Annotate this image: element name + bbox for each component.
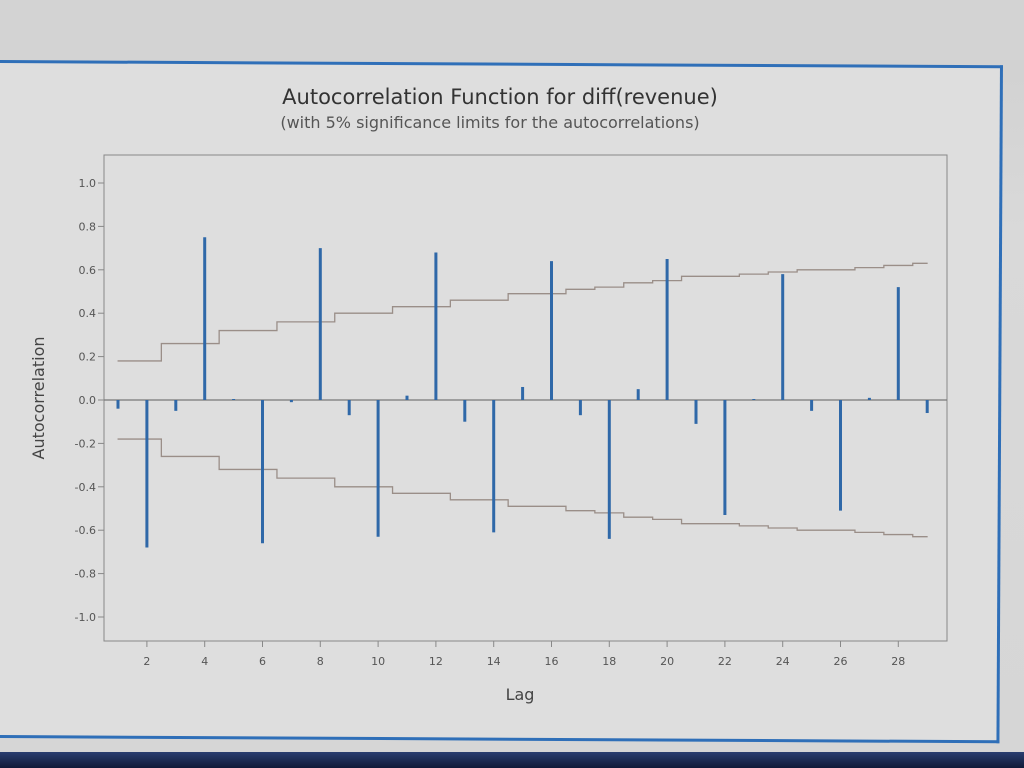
upper-significance-limit — [117, 262, 928, 362]
y-tick-label: 1.0 — [79, 177, 97, 190]
taskbar-edge — [0, 752, 1024, 768]
x-tick-label: 12 — [429, 655, 443, 668]
x-tick-label: 20 — [660, 655, 674, 668]
x-tick-label: 14 — [487, 655, 501, 668]
y-tick-label: 0.2 — [79, 351, 97, 364]
lower-significance-limit — [117, 438, 928, 538]
y-tick-label: -0.2 — [75, 437, 96, 450]
x-tick-label: 26 — [834, 655, 848, 668]
plot-area — [103, 154, 948, 642]
x-axis-label: Lag — [506, 685, 535, 704]
y-tick-label: -0.8 — [75, 568, 96, 581]
y-tick-label: 0.6 — [79, 264, 97, 277]
y-axis: 1.0 0.8 0.6 0.4 0.2 0.0 -0.2 -0.4 -0.6 -0.8 -1.0 — [75, 177, 104, 624]
y-tick-label: -1.0 — [75, 611, 96, 624]
y-tick-label: -0.6 — [75, 524, 96, 537]
x-tick-label: 8 — [317, 655, 324, 668]
x-tick-label: 2 — [143, 655, 150, 668]
x-tick-label: 24 — [776, 655, 790, 668]
y-tick-label: 0.8 — [79, 220, 97, 233]
y-tick-label: 0.4 — [79, 307, 97, 320]
x-axis: 2 4 6 8 10 12 14 16 18 20 22 24 26 28 — [143, 641, 905, 668]
background-strip — [0, 0, 1024, 60]
y-tick-label: -0.4 — [75, 481, 96, 494]
chart-title: Autocorrelation Function for diff(revenu… — [282, 85, 718, 109]
x-tick-label: 16 — [545, 655, 559, 668]
y-tick-label: 0.0 — [79, 394, 97, 407]
x-tick-label: 10 — [371, 655, 385, 668]
x-tick-label: 22 — [718, 655, 732, 668]
acf-bars — [116, 237, 929, 548]
x-tick-label: 4 — [201, 655, 208, 668]
x-tick-label: 18 — [602, 655, 616, 668]
y-axis-label: Autocorrelation — [29, 337, 48, 460]
x-tick-label: 28 — [891, 655, 905, 668]
x-tick-label: 6 — [259, 655, 266, 668]
chart-subtitle: (with 5% significance limits for the aut… — [280, 113, 700, 132]
